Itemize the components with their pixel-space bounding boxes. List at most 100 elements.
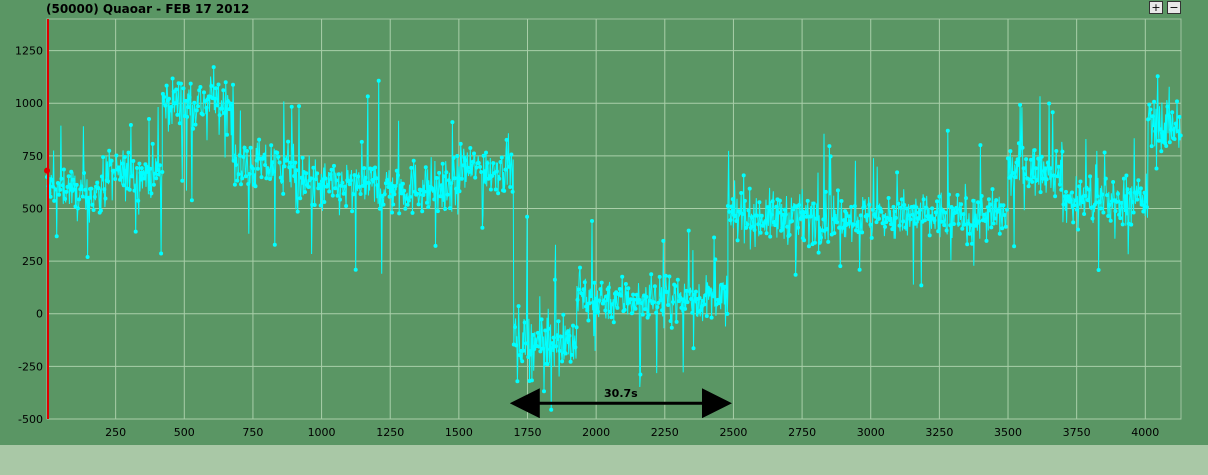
data-point	[667, 274, 672, 279]
data-point	[655, 305, 660, 310]
data-point	[493, 187, 498, 192]
data-point	[272, 242, 277, 247]
data-point	[382, 192, 387, 197]
data-point	[1153, 129, 1158, 134]
data-point	[116, 165, 121, 170]
data-point	[155, 168, 160, 172]
data-point	[945, 128, 950, 133]
zoom-in-button[interactable]: +	[1149, 1, 1163, 14]
data-point	[197, 88, 202, 93]
data-point	[502, 188, 507, 193]
data-point	[122, 155, 127, 159]
data-point	[60, 183, 65, 188]
data-point	[159, 251, 164, 256]
data-point	[1044, 177, 1049, 182]
data-point	[1012, 244, 1017, 249]
data-point	[1027, 177, 1032, 182]
data-point	[435, 209, 440, 214]
data-point	[133, 229, 138, 234]
data-point	[751, 224, 756, 229]
data-point	[1039, 154, 1044, 159]
data-point	[942, 223, 947, 228]
data-point	[669, 325, 674, 330]
data-point	[142, 176, 147, 181]
data-point	[432, 197, 437, 202]
data-point	[568, 359, 573, 364]
data-point	[132, 188, 137, 193]
data-point	[1033, 166, 1038, 171]
data-point	[494, 169, 499, 174]
data-point	[109, 158, 114, 163]
data-point	[1000, 226, 1005, 231]
data-point	[528, 352, 533, 357]
data-point	[135, 166, 139, 170]
data-point	[712, 235, 717, 240]
data-point	[162, 95, 167, 99]
y-tick-label: 750	[22, 150, 43, 163]
data-point	[183, 98, 188, 103]
data-point	[776, 210, 781, 215]
data-point	[297, 104, 301, 109]
data-point	[1167, 140, 1172, 145]
data-point	[758, 230, 763, 235]
data-point	[390, 210, 394, 215]
data-point	[1161, 137, 1166, 142]
data-point	[903, 225, 908, 230]
data-point	[498, 160, 503, 164]
data-point	[1136, 178, 1141, 183]
data-point	[409, 165, 414, 170]
data-point	[278, 175, 283, 180]
data-point	[838, 264, 843, 269]
data-point	[890, 227, 895, 232]
data-point	[102, 187, 107, 192]
data-point	[521, 348, 526, 353]
data-point	[80, 194, 85, 199]
data-point	[1111, 180, 1116, 184]
data-point	[101, 155, 106, 160]
data-point	[192, 100, 197, 105]
data-point	[1072, 203, 1077, 208]
data-point	[64, 189, 69, 194]
data-point	[144, 164, 149, 169]
data-point	[752, 228, 757, 232]
data-point	[269, 143, 274, 148]
data-point	[773, 223, 778, 228]
data-point	[1099, 206, 1103, 211]
data-point	[523, 341, 528, 346]
data-point	[452, 176, 457, 181]
data-point	[572, 340, 577, 345]
data-point	[632, 297, 637, 302]
data-point	[1114, 199, 1119, 204]
data-point	[985, 205, 990, 210]
data-point	[235, 178, 240, 183]
data-point	[69, 169, 74, 174]
data-point	[1035, 178, 1039, 183]
data-point	[137, 161, 142, 166]
data-point	[448, 206, 452, 211]
data-point	[1088, 174, 1093, 179]
data-point	[869, 235, 874, 240]
data-point	[964, 196, 968, 201]
grid	[46, 18, 1182, 420]
data-point	[643, 307, 648, 312]
data-point	[295, 209, 300, 214]
data-point	[725, 311, 730, 316]
data-point	[561, 312, 566, 317]
data-point	[668, 319, 673, 323]
data-point	[504, 137, 509, 142]
data-point	[1078, 179, 1083, 184]
data-point	[840, 225, 845, 230]
data-point	[373, 165, 378, 170]
data-point	[179, 81, 183, 86]
data-point	[846, 214, 851, 219]
data-point	[363, 175, 368, 180]
data-point	[532, 347, 537, 351]
data-point	[522, 320, 527, 325]
data-point	[358, 192, 363, 196]
zoom-out-button[interactable]: −	[1167, 1, 1181, 14]
data-point	[575, 297, 580, 302]
data-point	[1123, 194, 1128, 199]
data-point	[406, 198, 411, 203]
data-point	[1058, 182, 1062, 187]
data-point	[730, 197, 735, 202]
